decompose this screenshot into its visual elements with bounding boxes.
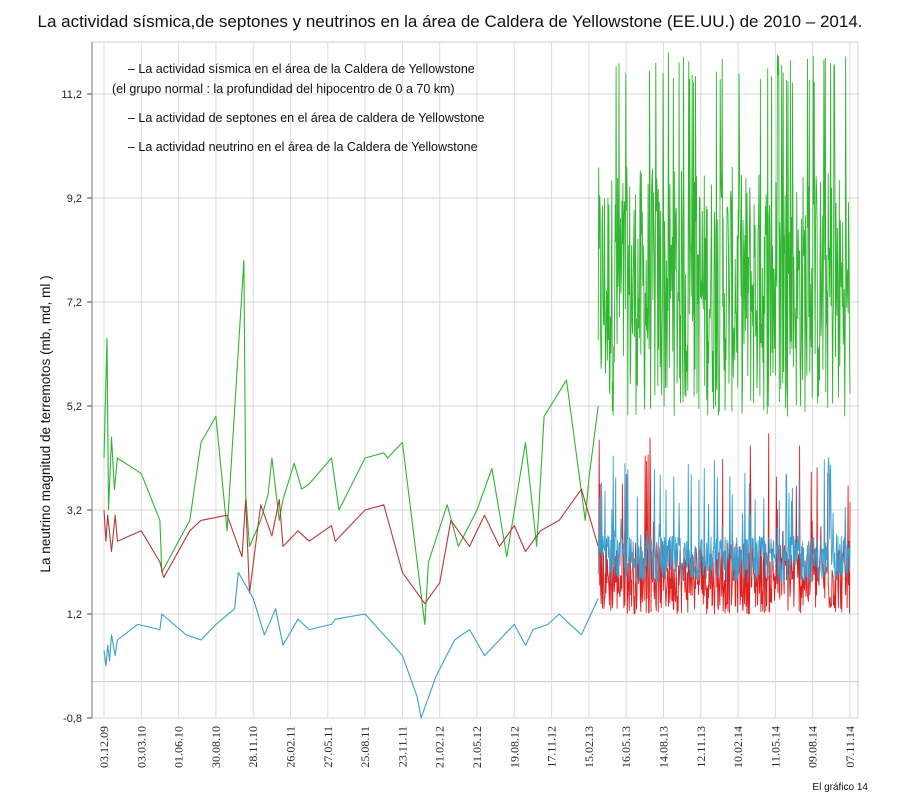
x-tick-label: 15.02.13 [582,726,596,768]
legend-entry: – La actividad neutrino en el área de la… [128,140,478,154]
legend-entry: – La actividad de septones en el área de… [128,111,485,125]
x-tick-label: 09.08.14 [806,726,820,768]
y-tick-label: 9,2 [67,193,82,205]
y-tick-label: 5,2 [67,401,82,413]
x-tick-label: 17.11.12 [545,726,559,768]
chart-title: La actividad sísmica,de septones y neutr… [37,12,863,31]
x-tick-label: 25.08.11 [358,726,372,768]
y-tick-label: 7,2 [67,297,82,309]
x-tick-label: 19.08.12 [507,726,521,768]
y-tick-label: -0,8 [63,713,82,725]
x-tick-label: 10.02.14 [731,726,745,768]
y-axis-label: La neutrino magnitud de terremotos (mb, … [38,275,53,572]
legend-entry: (el grupo normal : la profundidad del hi… [112,82,455,96]
x-tick-label: 14.08.13 [657,726,671,768]
x-tick-label: 26.02.11 [284,726,298,768]
x-tick-label: 12.11.13 [694,726,708,768]
x-tick-label: 21.02.12 [433,726,447,768]
series-layer [103,52,851,719]
legend-entry: – La actividad sísmica en el área de la … [128,62,475,76]
x-tick-label: 01.06.10 [172,726,186,768]
x-tick-label: 28.11.10 [246,726,260,768]
x-tick-label: 11.05.14 [768,726,782,768]
seismic-activity-dense [597,52,851,417]
seismic-activity-line [103,259,599,625]
x-tick-label: 03.03.10 [134,726,148,768]
neutrino-activity-line [103,571,599,719]
x-tick-label: 16.05.13 [619,726,633,768]
figure-footnote: El gráfico 14 [812,782,868,793]
axes-layer: -0,8 1,2 3,2 5,2 7,2 9,2 11,2 03.12.09 03.03.10 0… [61,42,857,768]
y-tick-label: 3,2 [67,505,82,517]
x-tick-label: 30.08.10 [209,726,223,768]
y-tick-label: 11,2 [61,89,82,101]
x-tick-label: 07.11.14 [843,726,857,768]
legend: – La actividad sísmica en el área de la … [112,62,485,154]
neutrino-activity-dense [597,455,851,584]
x-tick-label: 03.12.09 [97,726,111,768]
y-tick-label: 1,2 [67,609,82,621]
septon-activity-dense [597,433,851,615]
septon-activity-line [103,488,599,605]
x-tick-label: 27.05.11 [321,726,335,768]
x-tick-label: 21.05.12 [470,726,484,768]
x-tick-label: 23.11.11 [395,726,409,767]
